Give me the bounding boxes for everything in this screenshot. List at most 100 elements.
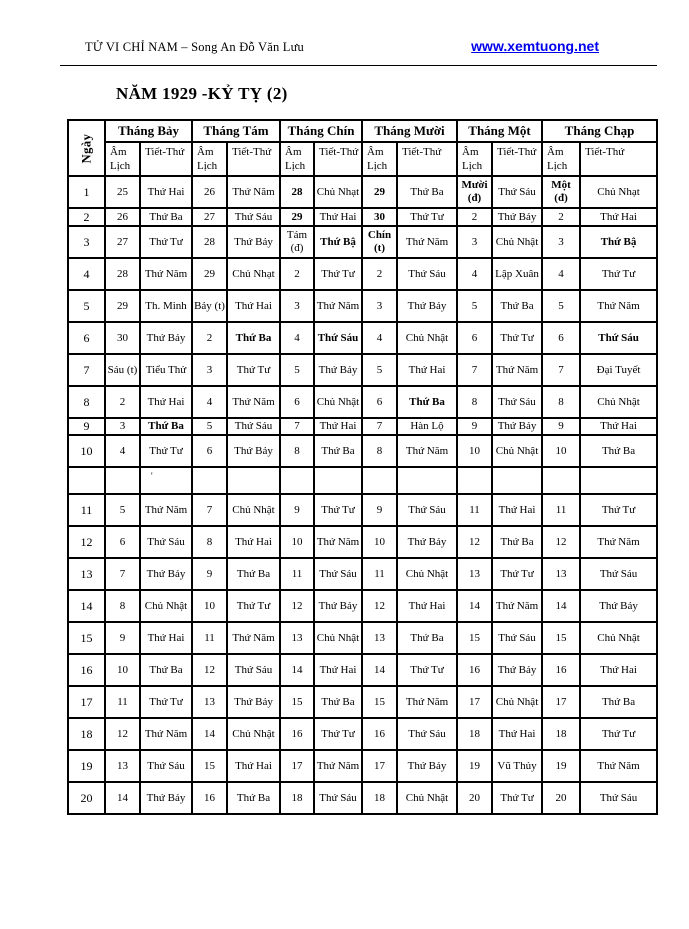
am-lich-cell: 5 [541,289,582,323]
tiet-thu-cell: Thứ Bảy [226,434,281,468]
am-lich-cell [279,466,315,495]
month-header-thang-bay: Tháng Bảy [104,119,193,143]
am-lich-cell: 11 [361,557,398,591]
calendar-row: 15 9 Thứ Hai 11 Thứ Năm 13 Chủ Nhật 13 Thứ Ba 15 T… [67,621,659,655]
tiet-thu-cell: Chủ Nhật [395,557,459,591]
website-link[interactable]: www.xemtuong.net [471,38,599,54]
am-lich-cell: 12 [541,525,582,559]
calendar-row: 13 7 Thứ Bảy 9 Thứ Ba 11 Thứ Sáu 11 Chủ Nhật 13 Th… [67,557,659,591]
calendar-row: 4 28 Thứ Năm 29 Chủ Nhạt 2 Thứ Tư 2 Thứ Sáu 4 Lập … [67,257,659,291]
am-lich-cell: 16 [456,653,494,687]
tiet-thu-cell: Thứ Sáu [491,621,544,655]
tiet-thu-cell: Thứ Bậ [579,225,659,259]
tiet-thu-cell: Thứ Ba [491,289,544,323]
am-lich-cell: 6 [541,321,582,355]
day-cell: 7 [67,353,106,387]
am-lich-cell [191,466,228,495]
tiet-thu-cell: Chủ Nhật [491,434,544,468]
tiet-thu-cell: Thứ Hai [579,417,659,436]
am-lich-cell: 4 [279,321,315,355]
tiet-thu-cell: ' [139,466,193,495]
am-lich-cell: 13 [191,685,228,719]
tiet-thu-cell: Thứ Năm [313,289,363,323]
document-header-title: TỬ VI CHỈ NAM – Song An Đỗ Văn Lưu [85,40,304,54]
tiet-thu-cell: Thứ Sáu [395,493,459,527]
am-lich-cell: 11 [104,685,141,719]
tiet-thu-cell: Thứ Bảy [139,557,193,591]
tiet-thu-cell: Thứ Tư [579,493,659,527]
tiet-thu-header: Tiết-Thứ [395,141,459,177]
am-lich-cell: 4 [104,434,141,468]
tiet-thu-cell: Thứ Ba [395,621,459,655]
tiet-thu-cell: Thứ Hai [395,353,459,387]
am-lich-cell: 14 [279,653,315,687]
calendar-table: Ngày Tháng Bảy Tháng Tám Tháng Chín Thán… [67,119,659,815]
tiet-thu-cell: Thứ Hai [313,653,363,687]
tiet-thu-cell: Thứ Sáu [139,749,193,783]
tiet-thu-cell: Thứ Tư [491,781,544,815]
am-lich-cell: 6 [104,525,141,559]
tiet-thu-cell: Thứ Bảy [491,417,544,436]
am-lich-cell: 4 [541,257,582,291]
tiet-thu-header: Tiết-Thứ [313,141,363,177]
am-lich-cell: 11 [541,493,582,527]
am-lich-cell: 13 [279,621,315,655]
am-lich-cell: 14 [361,653,398,687]
calendar-row: 6 30 Thứ Bảy 2 Thứ Ba 4 Thứ Sáu 4 Chủ Nhật 6 Thứ T… [67,321,659,355]
am-lich-cell: 10 [456,434,494,468]
tiet-thu-cell: Thứ Sáu [579,321,659,355]
tiet-thu-cell: Chủ Nhật [313,385,363,419]
am-lich-cell: 28 [104,257,141,291]
tiet-thu-cell: Thứ Bảy [491,653,544,687]
tiet-thu-cell: Thứ Sáu [226,207,281,227]
tiet-thu-cell: Thứ Năm [313,749,363,783]
am-lich-cell: 11 [279,557,315,591]
tiet-thu-cell: Thứ Bảy [226,225,281,259]
page: TỬ VI CHỈ NAM – Song An Đỗ Văn Lưu www.x… [0,38,689,929]
am-lich-cell: 15 [279,685,315,719]
am-lich-cell: 5 [104,493,141,527]
am-lich-header: Âm Lịch [191,141,228,177]
day-cell: 3 [67,225,106,259]
am-lich-header: Âm Lịch [361,141,398,177]
am-lich-cell: 2 [279,257,315,291]
am-lich-header: Âm Lịch [456,141,494,177]
am-lich-cell: 29 [104,289,141,323]
tiet-thu-cell: Lập Xuân [491,257,544,291]
tiet-thu-cell: Thứ Bảy [139,781,193,815]
tiet-thu-cell: Thứ Tư [226,589,281,623]
calendar-row: 20 14 Thứ Bảy 16 Thứ Ba 18 Thứ Sáu 18 Chủ Nhật 20… [67,781,659,815]
am-lich-cell: 27 [191,207,228,227]
calendar-row: 9 3 Thứ Ba 5 Thứ Sáu 7 Thứ Hai 7 Hàn Lộ 9 Thứ Bảy 9… [67,417,659,436]
tiet-thu-cell: Thứ Ba [491,525,544,559]
month-header-thang-mot: Tháng Một [456,119,544,143]
day-cell: 18 [67,717,106,751]
am-lich-cell: 15 [456,621,494,655]
tiet-thu-cell: Chủ Nhạt [579,175,659,209]
tiet-thu-cell: Thứ Sáu [491,385,544,419]
subheader-row: Âm Lịch Tiết-Thứ Âm Lịch Tiết-Thứ Âm Lịc… [68,141,659,177]
tiet-thu-cell: Thứ Hai [226,749,281,783]
am-lich-cell: 8 [279,434,315,468]
tiet-thu-cell: Thứ Ba [139,207,193,227]
tiet-thu-cell: Thứ Sáu [313,781,363,815]
am-lich-cell [361,466,398,495]
tiet-thu-header: Tiết-Thứ [491,141,544,177]
calendar-row: 12 6 Thứ Sáu 8 Thứ Hai 10 Thứ Năm 10 Thứ Bảy 12 Th… [67,525,659,559]
tiet-thu-cell: Chủ Nhật [491,225,544,259]
tiet-thu-cell: Thứ Ba [226,321,281,355]
am-lich-cell: 9 [361,493,398,527]
tiet-thu-cell: Thứ Ba [579,434,659,468]
am-lich-cell: Mười (đ) [456,175,494,209]
tiet-thu-cell: Thứ Sáu [313,557,363,591]
am-lich-cell: 16 [191,781,228,815]
am-lich-cell: 3 [104,417,141,436]
tiet-thu-cell: Thứ Năm [579,289,659,323]
day-cell: 10 [67,434,106,468]
am-lich-cell: 12 [191,653,228,687]
tiet-thu-cell [395,466,459,495]
tiet-thu-cell: Chủ Nhật [226,717,281,751]
day-cell: 6 [67,321,106,355]
tiet-thu-cell: Chủ Nhật [226,493,281,527]
tiet-thu-cell: Thứ Hai [395,589,459,623]
